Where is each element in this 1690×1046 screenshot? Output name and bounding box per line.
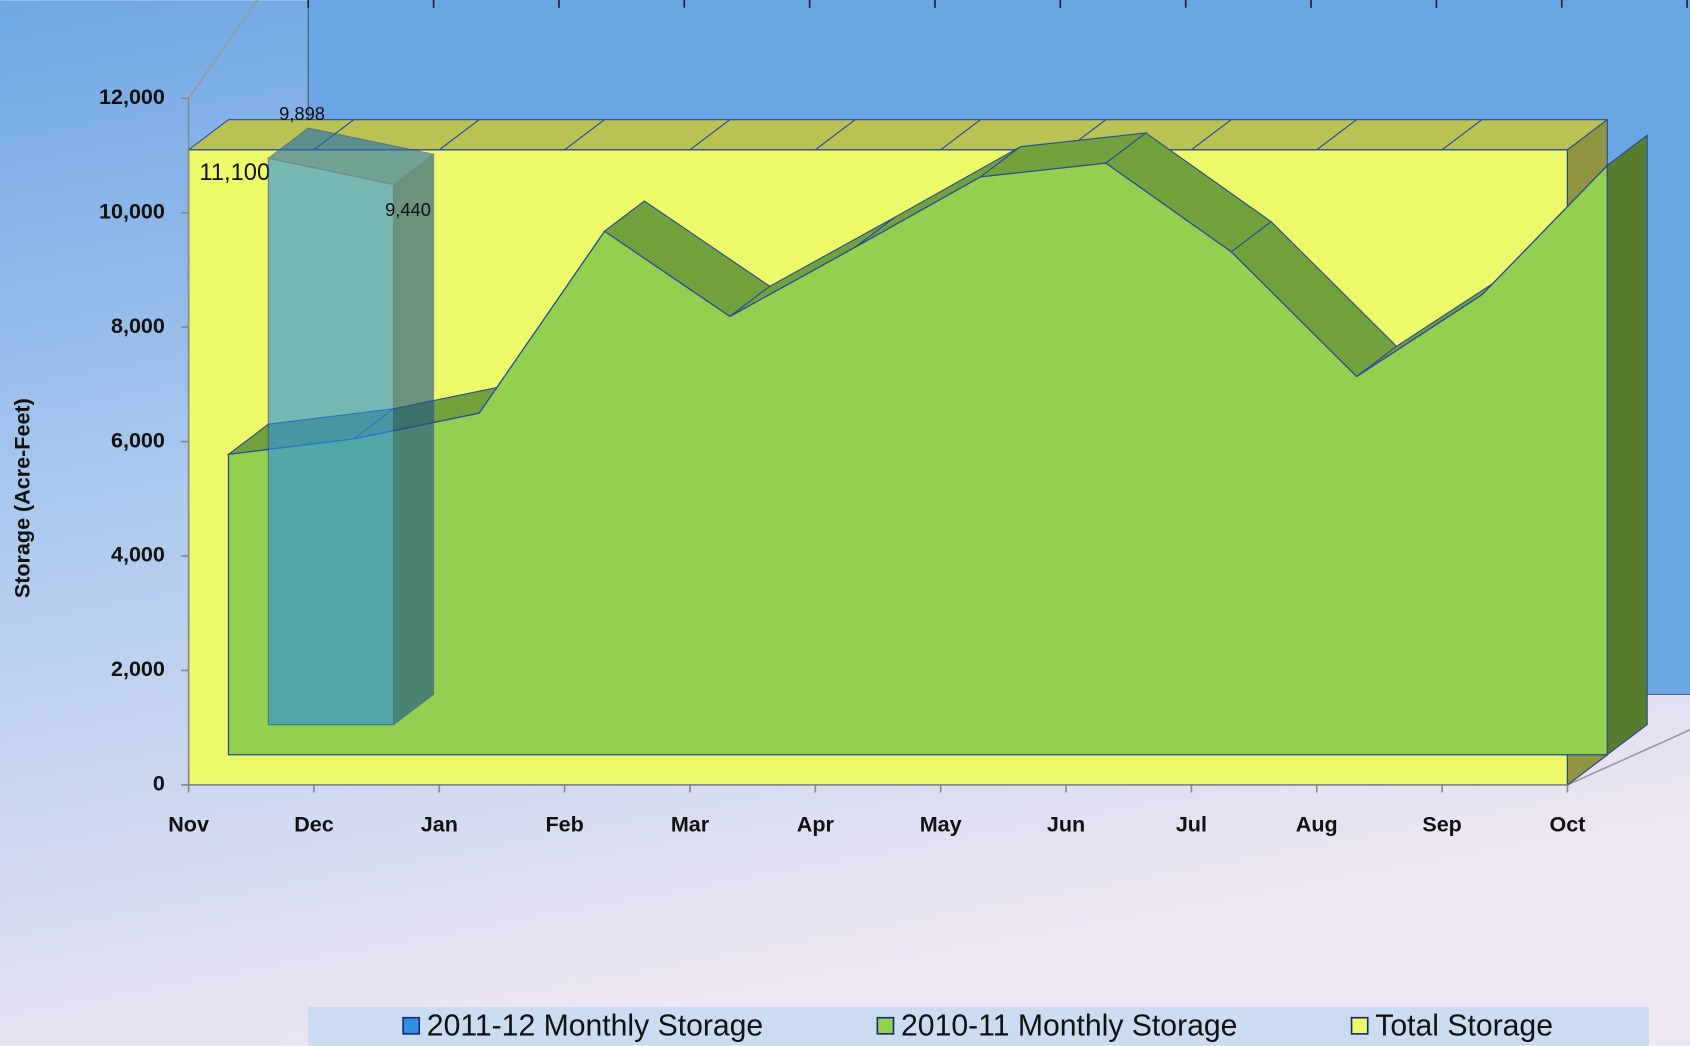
area: [267, 157, 395, 726]
y-tick-label: 0: [153, 771, 165, 796]
x-tick-label: Jul: [1176, 812, 1207, 837]
data-label: 9,440: [385, 199, 431, 220]
legend-label: 2010-11 Monthly Storage: [901, 1009, 1237, 1042]
data-label: 9,898: [279, 103, 325, 124]
x-tick-label: Sep: [1422, 812, 1462, 837]
x-tick-label: Oct: [1549, 812, 1585, 837]
x-tick-label: Feb: [546, 812, 584, 837]
legend-label: 2011-12 Monthly Storage: [427, 1009, 763, 1042]
x-tick-label: Dec: [294, 812, 334, 837]
y-tick-label: 4,000: [111, 542, 165, 567]
data-label: 11,100: [199, 160, 270, 186]
floor-edge: [1567, 728, 1690, 786]
left-wall-edge: [187, 0, 259, 99]
x-tick-label: Jan: [421, 812, 458, 837]
legend-swatch: [876, 1016, 895, 1035]
x-tick-label: May: [920, 812, 962, 837]
series-0: [267, 127, 435, 726]
y-tick-label: 12,000: [99, 84, 165, 109]
x-tick-label: Apr: [797, 812, 835, 837]
legend-band: [308, 1006, 1650, 1046]
y-axis-label: Storage (Acre-Feet): [9, 398, 34, 598]
x-tick-label: Mar: [671, 812, 710, 837]
x-tick-label: Nov: [168, 812, 209, 837]
series-1: [226, 132, 1648, 756]
area-side: [393, 153, 435, 726]
y-tick-label: 8,000: [111, 313, 165, 338]
x-tick-label: Aug: [1296, 812, 1338, 837]
plot: 11,100 9,898 9,440 0 2,000 4,000 6,000 8,000 10,…: [99, 0, 1690, 837]
area-side: [1606, 134, 1648, 756]
y-tick-label: 6,000: [111, 427, 165, 452]
legend-label: Total Storage: [1375, 1009, 1553, 1042]
x-tick-label: Jun: [1047, 812, 1085, 837]
legend-swatch: [1350, 1016, 1369, 1035]
y-tick-label: 10,000: [99, 198, 165, 223]
legend-swatch: [402, 1016, 421, 1035]
y-tick-label: 2,000: [111, 656, 165, 681]
